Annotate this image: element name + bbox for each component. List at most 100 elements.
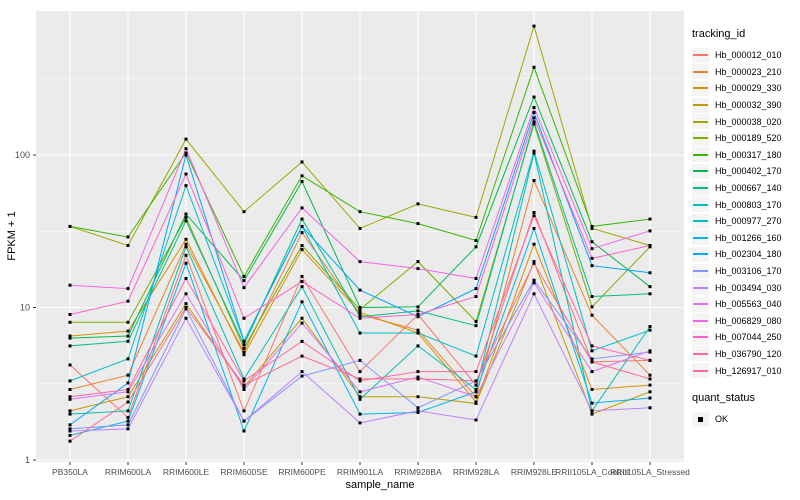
data-point	[242, 377, 246, 381]
x-tick-label: RRIM600LA	[105, 467, 152, 477]
legend-entry-label: Hb_000012_010	[715, 50, 782, 61]
data-point	[358, 397, 362, 401]
legend-entry: Hb_003106_170	[692, 263, 800, 280]
data-point	[474, 295, 478, 299]
data-point	[590, 344, 594, 348]
data-point	[358, 210, 362, 214]
data-point	[68, 344, 72, 348]
data-point	[126, 387, 130, 391]
data-point	[648, 328, 652, 332]
data-point	[184, 172, 188, 176]
data-point	[68, 397, 72, 401]
data-point	[416, 202, 420, 206]
legend-key-line-icon	[692, 246, 709, 262]
data-point	[68, 439, 72, 443]
data-point	[68, 224, 72, 228]
data-point	[590, 305, 594, 309]
data-point	[242, 339, 246, 343]
data-point	[184, 215, 188, 219]
legend-entry-label: Hb_000667_140	[715, 183, 782, 194]
data-point	[648, 406, 652, 410]
data-point	[474, 383, 478, 387]
legend-entry: Hb_000038_020	[692, 113, 800, 130]
legend-key-line-icon	[692, 263, 709, 279]
legend-entry: Hb_001266_160	[692, 230, 800, 247]
legend-key-line-icon	[692, 47, 709, 63]
data-point	[532, 210, 536, 214]
data-point	[474, 215, 478, 219]
data-point	[126, 320, 130, 324]
data-point	[416, 410, 420, 414]
legend-entry-label: Hb_000038_020	[715, 116, 782, 127]
data-point	[184, 292, 188, 296]
data-point	[242, 385, 246, 389]
y-tick-label: 10	[20, 303, 30, 313]
data-point	[648, 373, 652, 377]
data-point	[358, 260, 362, 264]
data-point	[68, 423, 72, 427]
data-point	[184, 212, 188, 216]
data-point	[590, 247, 594, 251]
data-point	[300, 160, 304, 164]
data-point	[416, 222, 420, 226]
x-tick-label: RRIM901LA	[337, 467, 384, 477]
x-tick-label: RRII105LA_Control	[555, 467, 629, 477]
data-point	[126, 287, 130, 291]
data-point	[474, 287, 478, 291]
data-point	[590, 240, 594, 244]
data-point	[184, 261, 188, 265]
legend-key-line-icon	[692, 64, 709, 80]
data-point	[474, 354, 478, 358]
data-point	[358, 331, 362, 335]
data-point	[532, 242, 536, 246]
data-point	[358, 308, 362, 312]
data-point	[474, 395, 478, 399]
legend-entry-label: Hb_002304_180	[715, 249, 782, 260]
legend-key-line-icon	[692, 97, 709, 113]
quant-legend-entries: OK	[692, 411, 800, 428]
legend-key-line-icon	[692, 213, 709, 229]
data-point	[474, 276, 478, 280]
legend-key-point-icon	[692, 411, 709, 427]
data-point	[474, 379, 478, 383]
legend-key-line-icon	[692, 280, 709, 296]
data-point	[590, 224, 594, 228]
data-point	[532, 292, 536, 296]
data-point	[300, 321, 304, 325]
data-point	[416, 328, 420, 332]
data-point	[648, 377, 652, 381]
legend-entry-label: Hb_005563_040	[715, 299, 782, 310]
data-point	[532, 151, 536, 155]
data-point	[590, 387, 594, 391]
legend-key-line-icon	[692, 147, 709, 163]
data-point	[358, 377, 362, 381]
data-point	[126, 373, 130, 377]
data-point	[358, 288, 362, 292]
data-point	[184, 153, 188, 157]
legend-entry-label: Hb_126917_010	[715, 365, 782, 376]
data-point	[126, 381, 130, 385]
legend-entry: Hb_002304_180	[692, 246, 800, 263]
data-point	[300, 248, 304, 252]
legend-entry-label: Hb_000803_170	[715, 199, 782, 210]
data-point	[474, 418, 478, 422]
data-point	[648, 229, 652, 233]
legend-entry: Hb_006829_080	[692, 313, 800, 330]
data-point	[184, 137, 188, 141]
data-point	[590, 360, 594, 364]
data-point	[532, 261, 536, 265]
legend-entry: Hb_000803_170	[692, 196, 800, 213]
data-point	[358, 312, 362, 316]
legend-key-line-icon	[692, 180, 709, 196]
data-point	[300, 231, 304, 235]
x-tick-label: RRIM600SE	[220, 467, 268, 477]
data-point	[68, 379, 72, 383]
data-point	[648, 292, 652, 296]
legend-entry-label: Hb_006829_080	[715, 315, 782, 326]
data-point	[590, 401, 594, 405]
legend-key-line-icon	[692, 80, 709, 96]
legend-key-line-icon	[692, 197, 709, 213]
data-point	[590, 412, 594, 416]
data-point	[300, 300, 304, 304]
